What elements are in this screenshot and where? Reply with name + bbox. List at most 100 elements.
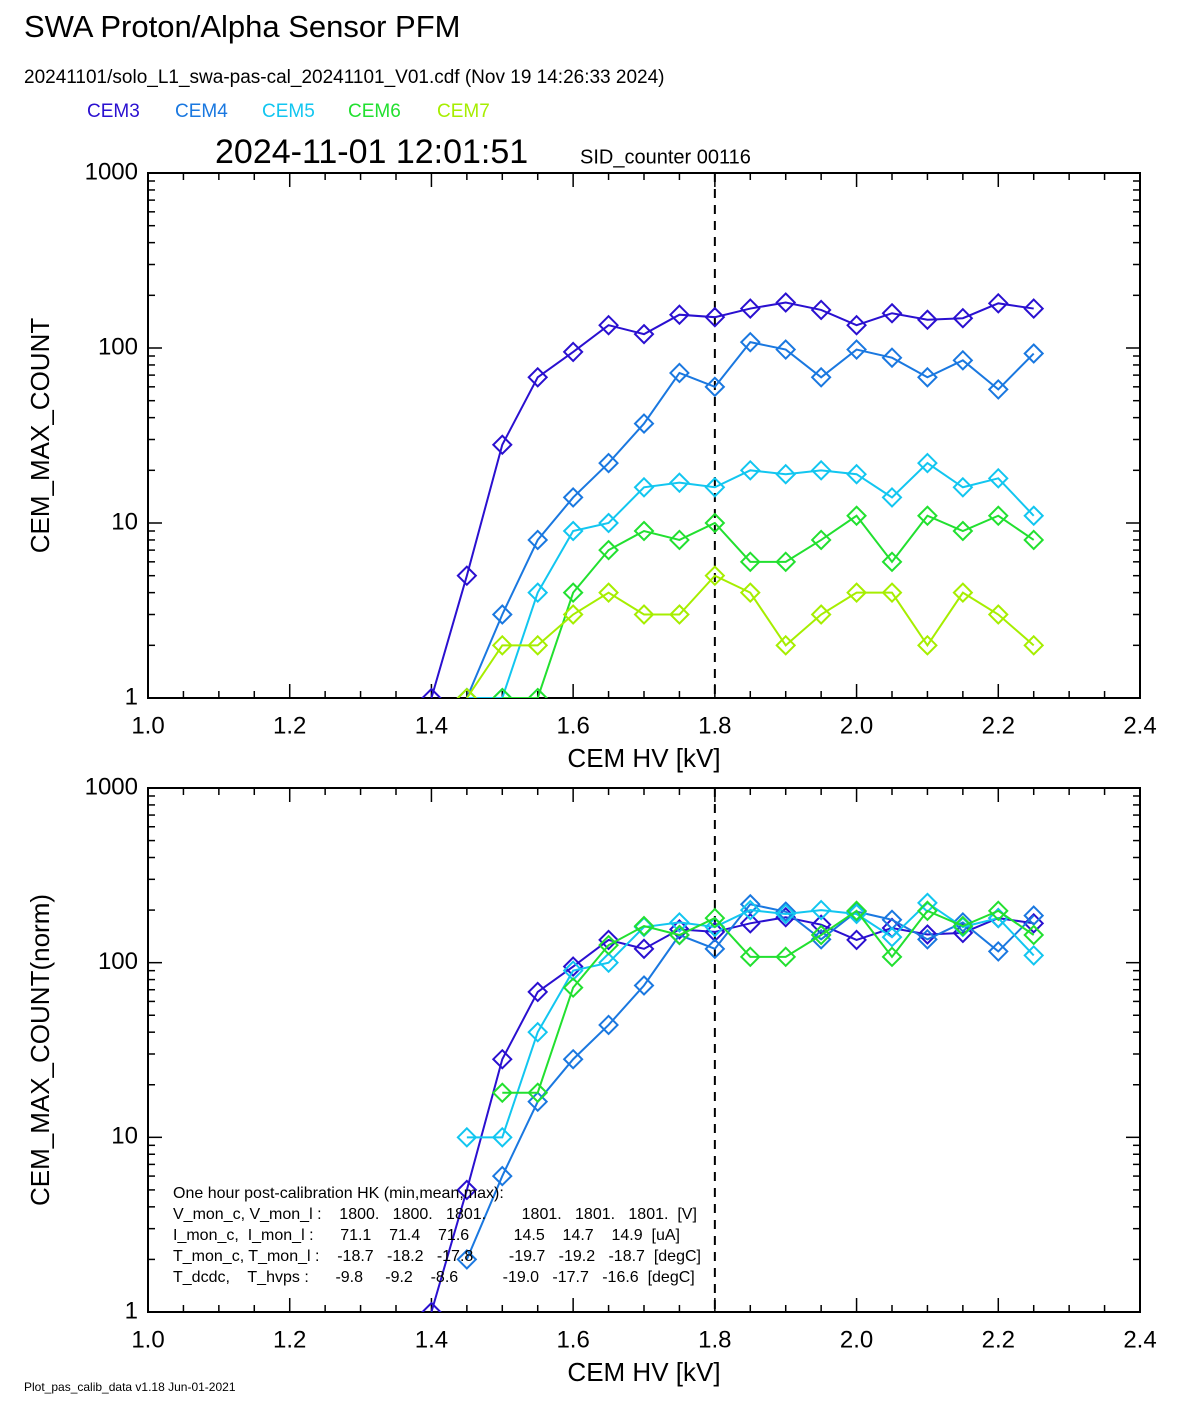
data-point (598, 314, 619, 336)
legend-entry: CEM6 (348, 101, 401, 122)
data-point (987, 940, 1009, 962)
data-point (775, 634, 797, 656)
data-point (739, 893, 761, 915)
data-point (881, 551, 903, 573)
data-point (633, 323, 655, 345)
series-line (502, 909, 1035, 1094)
data-point (562, 582, 584, 604)
series-line (466, 461, 1035, 698)
data-point (456, 1249, 478, 1270)
data-point (669, 529, 690, 551)
data-point (810, 928, 832, 950)
y-tick-label: 10 (111, 1123, 138, 1150)
x-tick-label: 1.4 (415, 712, 448, 739)
series-line (465, 341, 1035, 698)
data-point (456, 1126, 478, 1148)
data-point (491, 1082, 513, 1104)
data-point (987, 604, 1009, 625)
hk-annotation: One hour post-calibration HK (min,mean,m… (173, 1185, 504, 1202)
data-point (987, 292, 1009, 314)
legend-entry: CEM3 (87, 101, 140, 122)
data-point (881, 926, 903, 948)
data-point (491, 1126, 513, 1148)
legend-entry: CEM5 (262, 101, 315, 122)
data-point (846, 505, 867, 527)
data-point (739, 582, 761, 604)
data-point (527, 1021, 549, 1043)
data-point (881, 582, 903, 604)
y-axis-label: CEM_MAX_COUNT (25, 318, 55, 554)
data-point (669, 912, 690, 933)
data-point (1023, 529, 1045, 551)
timestamp: 2024-11-01 12:01:51 (215, 133, 528, 171)
data-point (917, 924, 938, 945)
data-point (598, 934, 619, 956)
data-point (527, 582, 549, 604)
data-point (846, 463, 867, 485)
data-point (491, 1165, 513, 1187)
x-tick-label: 1.0 (131, 712, 164, 739)
data-point (598, 952, 619, 974)
plot-frame (147, 787, 1141, 1313)
data-point (456, 1179, 478, 1201)
data-point (810, 914, 832, 936)
data-point (598, 452, 619, 474)
y-tick-label: 1000 (85, 773, 138, 800)
data-point (562, 977, 584, 999)
data-point (987, 505, 1009, 527)
data-point (917, 900, 938, 922)
data-point (669, 472, 690, 494)
data-point (669, 304, 690, 326)
data-point (669, 604, 690, 625)
data-point (739, 459, 761, 481)
data-point (881, 347, 903, 369)
hk-annotation: I_mon_c, I_mon_l : 71.1 71.4 71.6 14.5 1… (173, 1227, 680, 1244)
data-point (987, 900, 1009, 922)
x-tick-label: 1.0 (131, 1326, 164, 1353)
data-point (1023, 505, 1045, 527)
data-point (810, 899, 832, 921)
data-point (846, 314, 867, 336)
title: SWA Proton/Alpha Sensor PFM (24, 9, 460, 44)
data-point (846, 900, 867, 922)
y-tick-label: 1 (125, 683, 138, 710)
x-tick-label: 2.2 (982, 1326, 1015, 1353)
x-tick-label: 1.2 (273, 1326, 306, 1353)
data-point (1023, 343, 1045, 364)
footer: Plot_pas_calib_data v1.18 Jun-01-2021 (24, 1380, 236, 1394)
data-point (562, 956, 584, 977)
data-point (810, 529, 832, 551)
data-point (739, 946, 761, 968)
data-point (491, 604, 513, 625)
data-point (987, 378, 1009, 400)
plot-frame (147, 172, 1141, 699)
data-point (810, 604, 832, 625)
data-point (704, 376, 726, 398)
data-point (598, 929, 619, 951)
data-point (562, 1048, 584, 1070)
data-point (704, 565, 726, 587)
x-tick-label: 1.8 (698, 712, 731, 739)
data-point (846, 929, 867, 951)
data-point (527, 687, 549, 698)
x-tick-label: 2.4 (1123, 1326, 1156, 1353)
data-point (917, 452, 938, 474)
file-info: 20241101/solo_L1_swa-pas-cal_20241101_V0… (24, 67, 665, 88)
data-point (598, 582, 619, 604)
series-line (466, 574, 1035, 698)
x-tick-label: 1.8 (698, 1326, 731, 1353)
data-point (704, 476, 726, 498)
data-point (704, 907, 726, 929)
data-point (810, 459, 832, 481)
data-point (456, 687, 478, 698)
data-point (1023, 945, 1045, 966)
data-point (562, 487, 584, 508)
data-point (527, 529, 549, 551)
data-point (739, 298, 761, 319)
data-point (421, 1301, 442, 1312)
data-point (775, 292, 797, 313)
data-point (846, 582, 867, 604)
hk-annotation: T_dcdc, T_hvps : -9.8 -9.2 -8.6 -19.0 -1… (173, 1269, 695, 1286)
data-point (562, 604, 584, 625)
